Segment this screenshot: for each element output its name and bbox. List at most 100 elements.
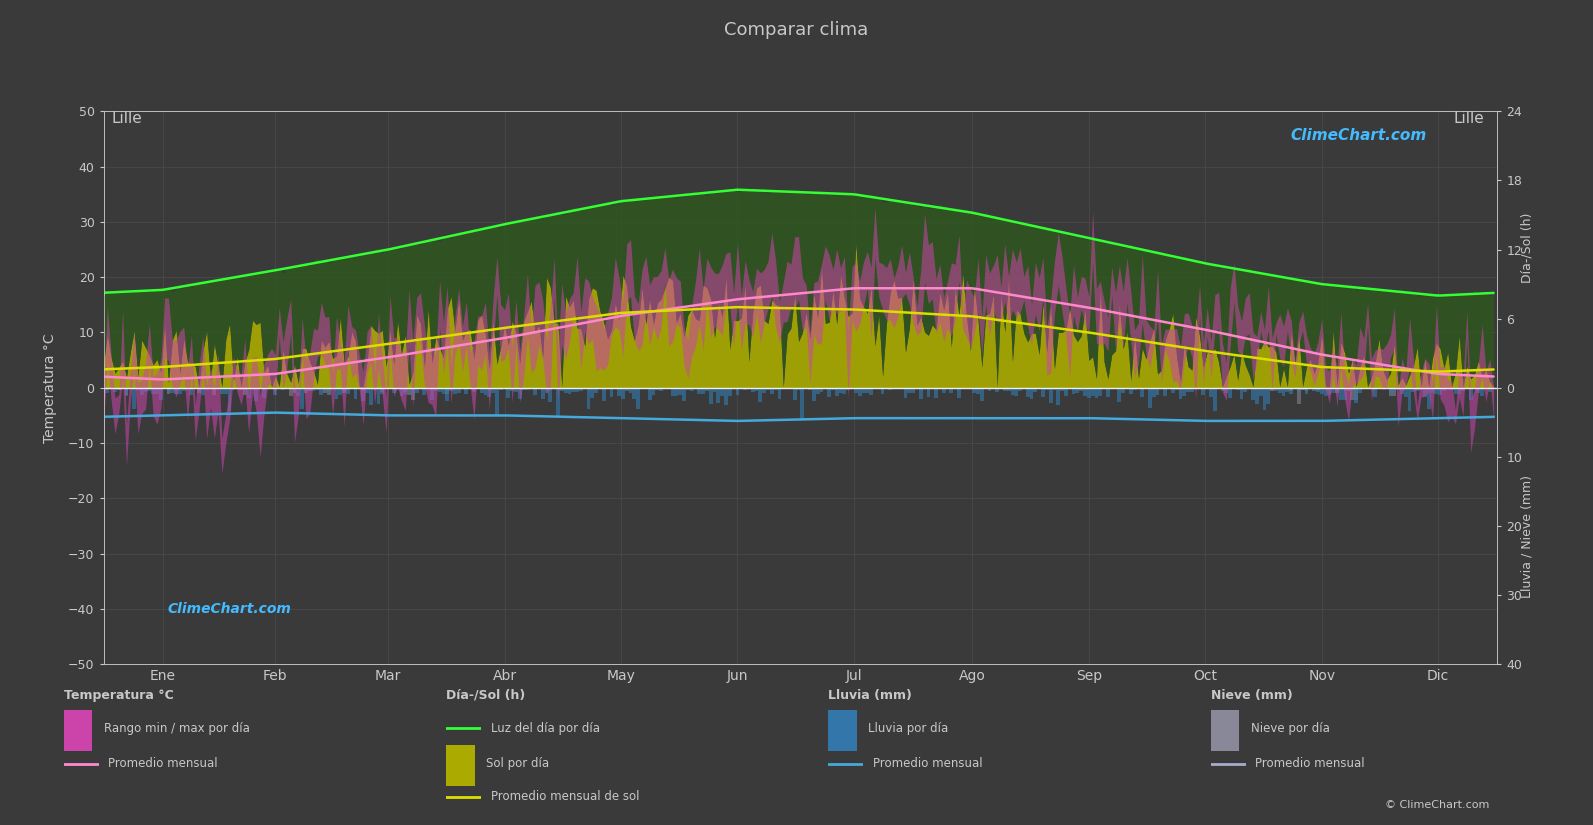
Text: Promedio mensual: Promedio mensual (1255, 757, 1365, 771)
Bar (567, 388, 572, 394)
Bar (1434, 388, 1438, 394)
Text: Promedio mensual: Promedio mensual (873, 757, 983, 771)
Bar (102, 388, 105, 397)
Bar (510, 388, 515, 391)
Bar (1376, 388, 1381, 389)
Bar (1201, 388, 1206, 395)
Bar (578, 388, 583, 391)
Bar (927, 388, 930, 397)
Bar (1048, 388, 1053, 403)
Bar (1477, 388, 1480, 393)
Bar (876, 388, 881, 389)
Bar (487, 388, 491, 397)
Bar (1274, 388, 1278, 391)
Bar (1305, 388, 1308, 394)
Bar (1373, 388, 1376, 397)
Bar (220, 388, 225, 394)
Bar (1251, 388, 1255, 400)
Bar (217, 388, 220, 389)
Bar (540, 388, 545, 399)
Bar (1403, 388, 1408, 397)
Bar (728, 388, 731, 396)
Bar (1129, 388, 1133, 394)
Bar (507, 388, 510, 398)
Bar (1423, 388, 1427, 397)
Bar (408, 388, 411, 394)
Bar (1354, 388, 1357, 400)
Bar (1415, 388, 1419, 390)
Bar (231, 388, 236, 390)
Bar (261, 388, 266, 398)
Bar (414, 388, 419, 393)
Bar (1102, 388, 1106, 389)
Bar (350, 388, 354, 389)
Bar (682, 388, 687, 401)
Bar (1034, 388, 1037, 393)
Bar (1045, 388, 1048, 390)
Bar (135, 388, 140, 390)
Text: Rango min / max por día: Rango min / max por día (104, 722, 250, 735)
Bar (725, 388, 728, 404)
Bar (1083, 388, 1086, 396)
Bar (701, 388, 706, 394)
Bar (247, 388, 250, 398)
Bar (1255, 388, 1258, 404)
Bar (1384, 388, 1389, 389)
Bar (1023, 388, 1026, 389)
Bar (812, 388, 816, 401)
Bar (1067, 388, 1072, 389)
Bar (1324, 388, 1327, 397)
Bar (690, 388, 693, 391)
Text: Luz del día por día: Luz del día por día (491, 722, 599, 735)
Bar (1007, 388, 1010, 390)
Bar (621, 388, 624, 399)
Bar (908, 388, 911, 393)
Bar (1381, 388, 1384, 389)
Bar (679, 388, 682, 395)
Bar (274, 388, 277, 395)
Bar (800, 388, 804, 419)
Bar (744, 388, 747, 390)
Bar (1400, 388, 1403, 394)
Bar (403, 388, 408, 394)
Bar (1187, 388, 1190, 392)
Bar (331, 388, 335, 389)
Bar (1351, 388, 1354, 389)
Bar (816, 388, 819, 394)
Bar (1411, 388, 1415, 392)
Bar (1094, 388, 1098, 398)
Bar (1010, 388, 1015, 395)
Bar (594, 388, 597, 394)
Bar (422, 388, 427, 395)
Bar (1278, 388, 1282, 394)
Bar (1198, 388, 1201, 389)
Bar (1408, 388, 1411, 412)
Text: Lille: Lille (1454, 111, 1485, 126)
Bar (335, 388, 338, 399)
Bar (1117, 388, 1121, 402)
Bar (911, 388, 914, 393)
Bar (1220, 388, 1225, 391)
Bar (548, 388, 553, 403)
Bar (903, 388, 908, 398)
Bar (889, 388, 892, 389)
Bar (1389, 388, 1392, 394)
Bar (1392, 388, 1395, 396)
Text: Lluvia (mm): Lluvia (mm) (828, 689, 913, 702)
Bar (280, 388, 285, 390)
Bar (110, 388, 113, 389)
Bar (315, 388, 319, 389)
Bar (1335, 388, 1340, 394)
Bar (1075, 388, 1078, 393)
Text: Lluvia / Nieve (mm): Lluvia / Nieve (mm) (1520, 474, 1534, 598)
Bar (636, 388, 640, 409)
Text: Promedio mensual: Promedio mensual (108, 757, 218, 771)
Bar (854, 388, 857, 394)
Bar (591, 388, 594, 398)
Text: Día-/Sol (h): Día-/Sol (h) (446, 689, 526, 702)
Bar (804, 388, 808, 389)
Bar (933, 388, 938, 398)
Bar (1004, 388, 1007, 391)
Bar (832, 388, 835, 390)
Bar (148, 388, 151, 391)
